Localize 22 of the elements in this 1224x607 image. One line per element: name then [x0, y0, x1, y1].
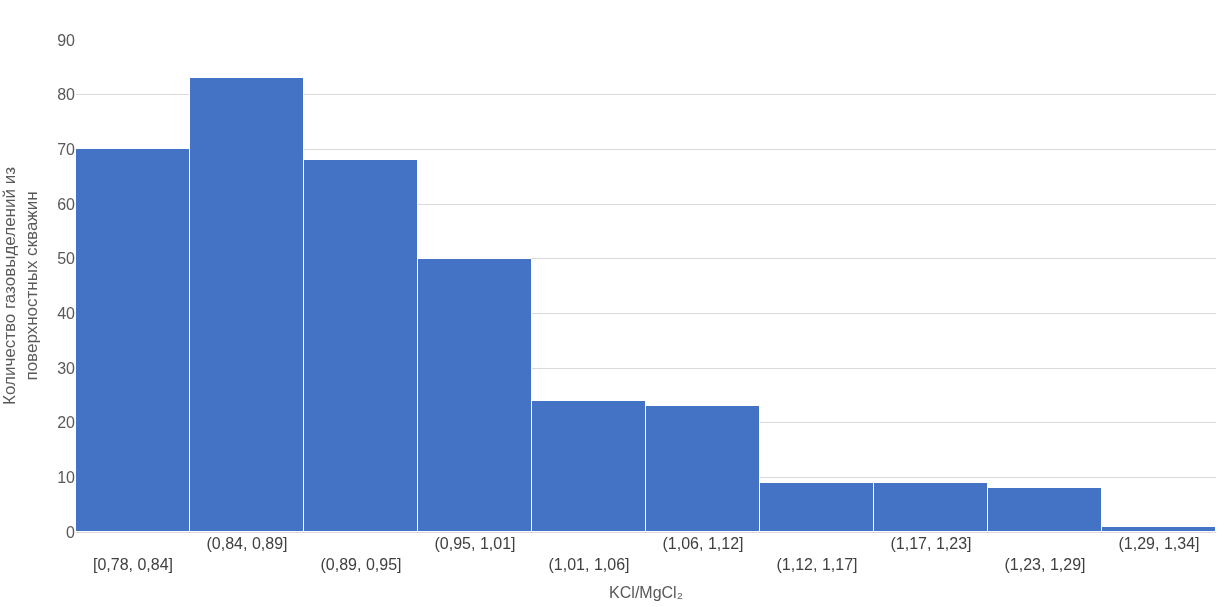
y-tick-label: 70 [57, 140, 76, 158]
x-tick-label: (1,06, 1,12] [662, 535, 744, 552]
x-axis-title: KCl/MgCl₂ [609, 584, 683, 602]
x-tick-label: (1,23, 1,29] [1004, 555, 1086, 573]
y-axis-title: Количество газовыделений из поверхностных скважин [0, 166, 42, 405]
x-tick-label: (1,17, 1,23] [890, 535, 972, 552]
y-tick-label: 20 [57, 414, 76, 432]
x-tick-label: (0,84, 0,89] [206, 535, 288, 552]
x-tick-label: (1,29, 1,34] [1118, 535, 1200, 552]
y-tick-label: 50 [57, 250, 76, 268]
x-tick-label: (1,12, 1,17] [776, 555, 858, 573]
x-tick-label: (1,01, 1,06] [548, 555, 630, 573]
x-tick-label: (0,89, 0,95] [320, 555, 402, 573]
x-tick-label: (0,95, 1,01] [434, 535, 516, 552]
y-tick-label: 40 [57, 304, 76, 322]
y-tick-label: 10 [57, 468, 76, 486]
x-tick-label: [0,78, 0,84] [92, 555, 174, 573]
y-tick-label: 0 [66, 523, 76, 541]
y-tick-label: 30 [57, 359, 76, 377]
y-tick-label: 90 [57, 31, 76, 49]
y-tick-label: 80 [57, 86, 76, 104]
y-tick-label: 60 [57, 195, 76, 213]
